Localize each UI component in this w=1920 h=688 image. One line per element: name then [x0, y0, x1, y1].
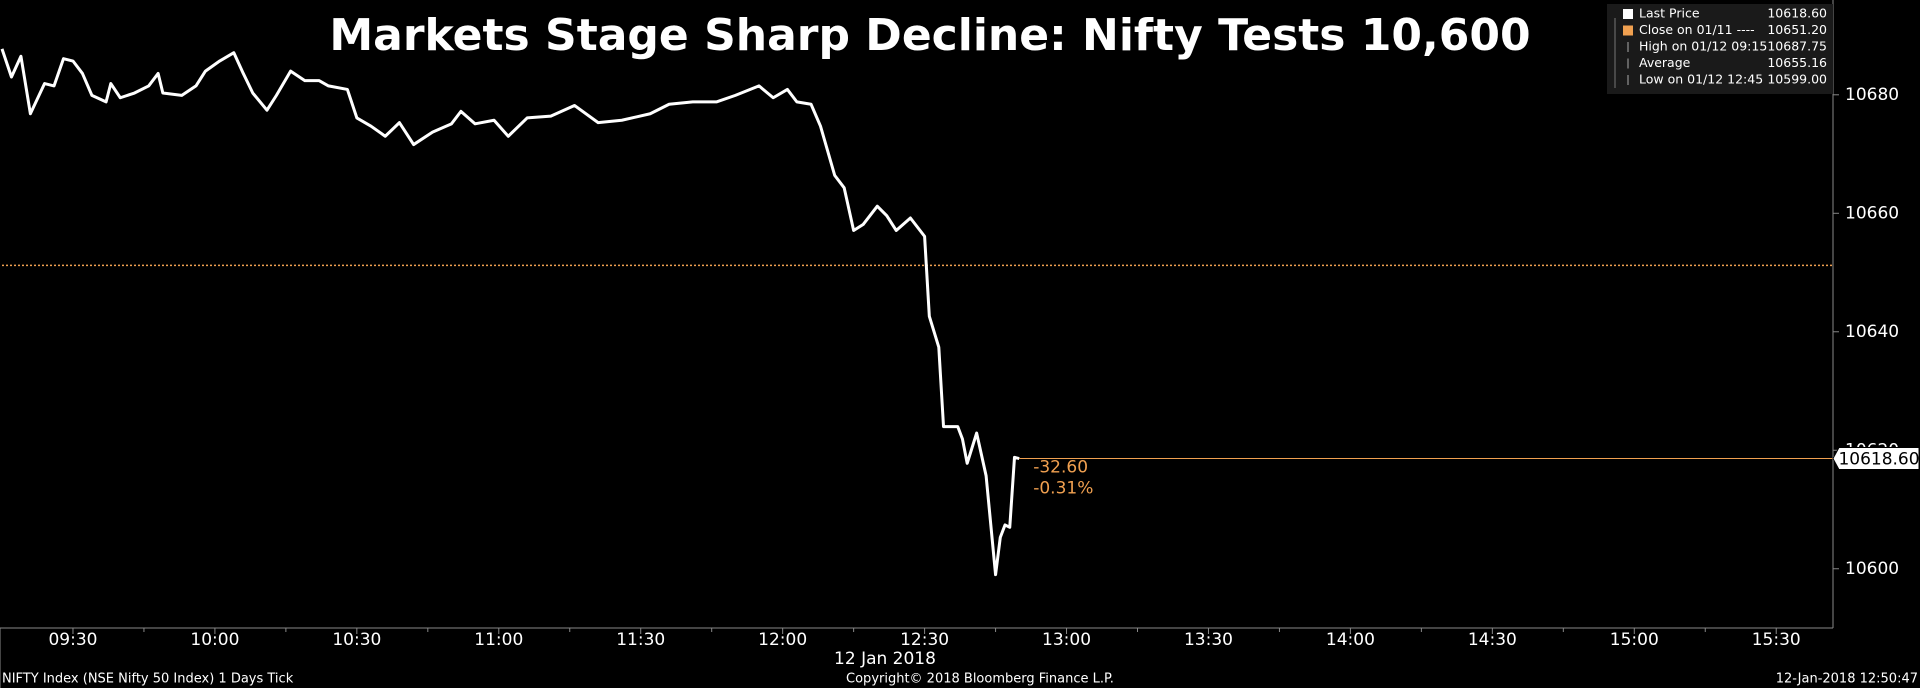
x-tick-label: 11:30: [616, 630, 665, 650]
legend-value: 10655.16: [1767, 55, 1827, 70]
x-tick-label: 10:30: [332, 630, 381, 650]
legend-label: Average: [1639, 55, 1691, 70]
x-tick-label: 09:30: [48, 630, 97, 650]
chart-title: Markets Stage Sharp Decline: Nifty Tests…: [329, 10, 1530, 61]
legend-label: High on 01/12 09:15: [1639, 39, 1767, 54]
y-tick-label: 10640: [1845, 322, 1899, 342]
y-tick-label: 10680: [1845, 85, 1899, 105]
x-tick-label: 14:30: [1468, 630, 1517, 650]
legend-label: Last Price: [1639, 6, 1700, 21]
x-tick-label: 13:00: [1042, 630, 1091, 650]
legend: Last Price 10618.60 Close on 01/11 ---- 106…: [1607, 4, 1833, 94]
x-tick-label: 14:00: [1326, 630, 1375, 650]
x-tick-label: 13:30: [1184, 630, 1233, 650]
footer-right: 12-Jan-2018 12:50:47: [1776, 672, 1918, 687]
legend-swatch: [1623, 25, 1633, 36]
legend-box: [1607, 4, 1833, 94]
legend-label: Low on 01/12 12:45: [1639, 72, 1763, 87]
change-annotation: -0.31%: [1033, 479, 1093, 499]
y-tick-label: 10660: [1845, 203, 1899, 223]
y-tick-label: 10600: [1845, 559, 1899, 579]
legend-value: 10651.20: [1767, 22, 1827, 37]
last-price-box: [1832, 447, 1920, 471]
x-tick-label: 12:00: [758, 630, 807, 650]
legend-value: 10599.00: [1767, 72, 1827, 87]
legend-value: 10618.60: [1767, 6, 1827, 21]
x-tick-label: 12:30: [900, 630, 949, 650]
legend-swatch: [1623, 9, 1633, 19]
footer-left: NIFTY Index (NSE Nifty 50 Index) 1 Days …: [2, 672, 294, 687]
x-tick-label: 11:00: [474, 630, 523, 650]
x-tick-label: 10:00: [190, 630, 239, 650]
x-tick-label: 15:00: [1610, 630, 1659, 650]
last-price-label: 10618.60: [1838, 450, 1919, 470]
change-annotation: -32.60: [1033, 458, 1088, 478]
legend-value: 10687.75: [1767, 39, 1827, 54]
price-line: [0, 48, 1020, 577]
x-tick-label: 15:30: [1752, 630, 1801, 650]
footer-center: Copyright© 2018 Bloomberg Finance L.P.: [846, 672, 1114, 687]
x-axis-label: 12 Jan 2018: [834, 649, 936, 669]
legend-label: Close on 01/11 ----: [1639, 22, 1755, 37]
